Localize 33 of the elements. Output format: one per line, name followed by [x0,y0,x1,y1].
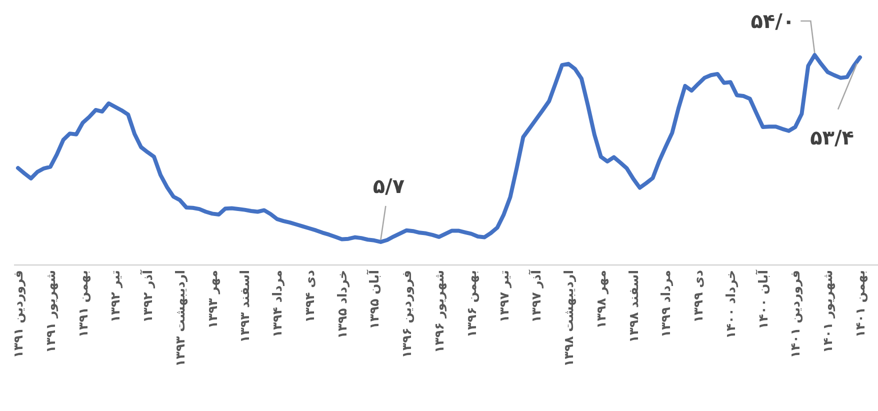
x-tick-label: مرداد ۱۳۹۴ [270,270,286,338]
x-tick-label: بهمن ۱۳۹۶ [464,270,480,338]
x-tick-label: شهریور ۱۴۰۱ [820,270,836,353]
data-label: ۵/۷ [372,174,405,240]
data-label: ۵/۷ [372,174,405,198]
x-tick-label: آبان ۱۳۹۵ [366,269,382,330]
x-tick-label: اردیبهشت ۱۳۹۳ [172,270,188,367]
x-tick-label: تیر ۱۳۹۲ [108,270,124,322]
data-label: ۵۳/۴ [810,125,854,150]
data-label: ۵۴/۰ [750,9,816,54]
x-tick-label: اسفند ۱۳۹۳ [237,270,252,343]
x-tick-label: شهریور ۱۳۹۱ [42,270,59,353]
x-tick-label: بهمن ۱۴۰۱ [852,270,868,338]
data-label: ۵۳/۴ [810,63,858,150]
x-tick-label: آذر ۱۳۹۷ [528,269,545,323]
x-tick-label: خرداد ۱۴۰۰ [722,270,739,339]
x-tick-label: اردیبهشت ۱۳۹۸ [561,270,578,367]
x-tick-label: دی ۱۳۹۴ [302,270,317,323]
x-tick-label: آبان ۱۴۰۰ [755,269,770,330]
x-tick-label: فروردین ۱۳۹۶ [399,270,416,358]
x-tick-label: بهمن ۱۳۹۱ [75,270,92,338]
x-tick-label: تیر ۱۳۹۷ [496,270,512,322]
x-tick-label: فروردین ۱۳۹۱ [10,270,26,358]
x-tick-label: مهر ۱۳۹۳ [204,270,221,329]
x-tick-label: مرداد ۱۳۹۹ [658,270,674,338]
x-tick-label: مهر ۱۳۹۸ [593,270,610,329]
data-label: ۵۴/۰ [750,9,795,33]
x-tick-label: شهریور ۱۳۹۶ [432,270,448,353]
x-tick-label: فروردین ۱۴۰۱ [788,270,804,358]
x-tick-label: آذر ۱۳۹۲ [140,269,156,323]
x-tick-label: دی ۱۳۹۹ [690,270,706,323]
x-tick-label: اسفند ۱۳۹۸ [626,270,641,343]
x-tick-label: خرداد ۱۳۹۵ [334,270,350,339]
